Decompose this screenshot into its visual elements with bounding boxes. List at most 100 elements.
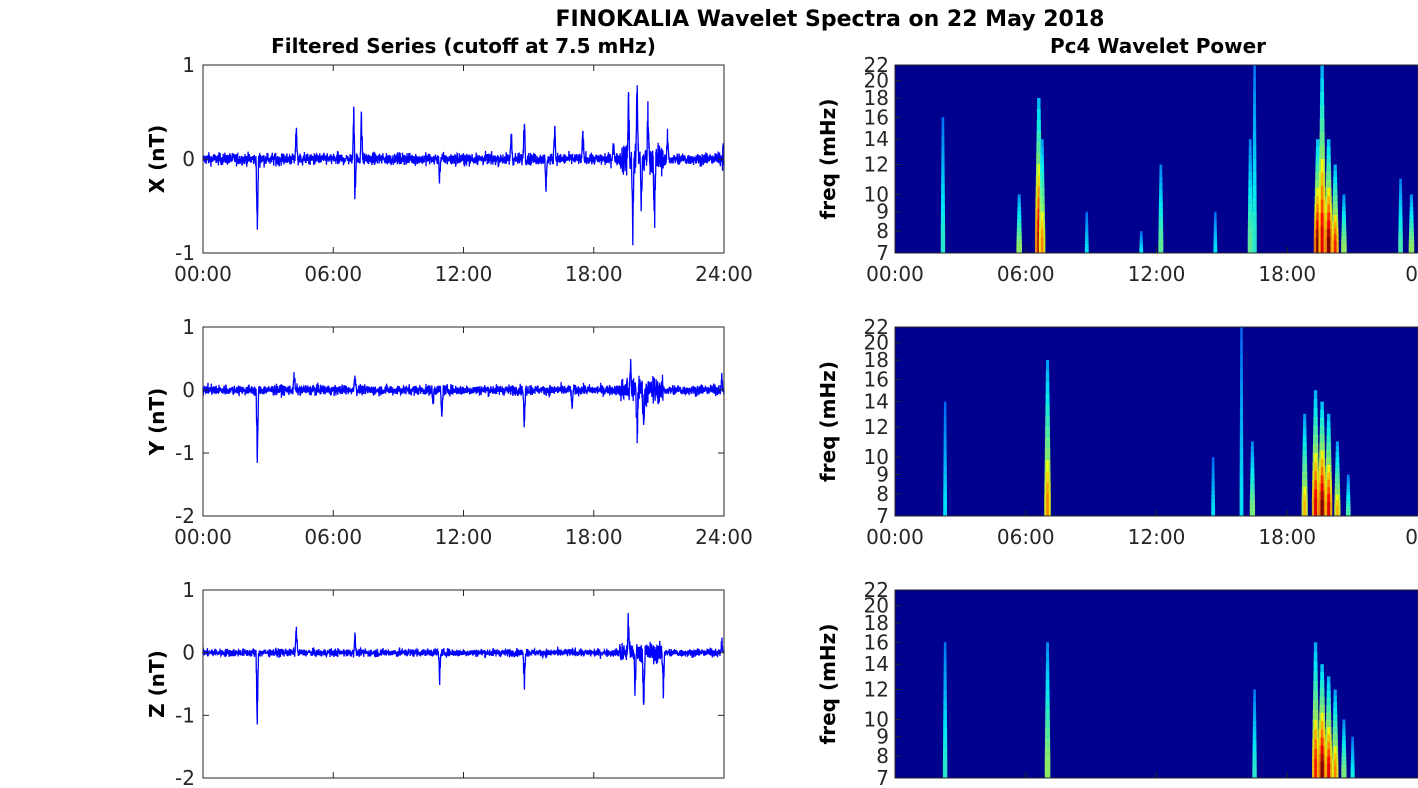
power-burst xyxy=(1335,473,1340,480)
power-burst xyxy=(1139,251,1144,254)
power-burst-core xyxy=(1316,212,1320,221)
power-burst xyxy=(1239,502,1244,517)
power-burst xyxy=(1139,238,1143,241)
power-burst xyxy=(1332,189,1338,197)
power-burst xyxy=(1044,748,1051,760)
power-burst xyxy=(1345,510,1351,514)
power-burst xyxy=(1313,690,1319,701)
power-burst xyxy=(1139,242,1143,245)
power-burst xyxy=(1398,237,1403,243)
y-tick-label: 12 xyxy=(864,678,889,702)
power-burst xyxy=(1313,681,1318,692)
power-burst xyxy=(1252,239,1257,254)
power-burst-core xyxy=(1327,244,1331,254)
axes-frame xyxy=(202,326,725,517)
power-burst-core xyxy=(1320,769,1324,779)
y-tick-label: -1 xyxy=(175,441,195,465)
power-burst-core xyxy=(1320,499,1324,509)
power-burst xyxy=(1313,408,1318,418)
spectrogram-background xyxy=(895,590,1418,778)
power-burst xyxy=(1211,465,1215,471)
x-tick-label: 00:00 xyxy=(866,262,924,286)
power-burst xyxy=(1249,510,1256,517)
power-burst-core xyxy=(1316,196,1319,205)
power-burst xyxy=(1250,441,1254,448)
power-burst xyxy=(1039,179,1045,189)
power-burst xyxy=(1350,760,1355,764)
power-burst xyxy=(1302,443,1307,451)
x-tick-label: 06:00 xyxy=(997,525,1055,549)
power-burst-core xyxy=(1316,236,1320,246)
power-burst xyxy=(1214,214,1217,219)
series-trace xyxy=(202,359,725,463)
power-burst xyxy=(1044,739,1051,750)
power-burst xyxy=(1313,642,1318,653)
power-burst xyxy=(1334,478,1340,485)
power-burst xyxy=(943,466,947,476)
power-burst xyxy=(1301,479,1308,488)
power-burst xyxy=(1313,426,1318,436)
x-tick-label: 00:00 xyxy=(174,262,232,286)
power-burst-core xyxy=(1037,186,1041,199)
power-burst xyxy=(1045,371,1050,383)
panels-group: -1 0 1 00:00 06:00 12:00 18:00 24:00 X (nT) Filte… xyxy=(145,34,1418,788)
power-burst xyxy=(1211,461,1215,467)
power-burst xyxy=(1039,171,1045,181)
power-burst xyxy=(1250,462,1255,469)
power-burst xyxy=(1316,139,1320,148)
power-burst xyxy=(1319,680,1325,690)
power-burst xyxy=(1044,758,1051,769)
power-burst xyxy=(1247,228,1253,238)
power-burst xyxy=(1239,475,1244,490)
power-burst xyxy=(1302,450,1307,459)
power-burst xyxy=(1213,229,1217,233)
power-burst xyxy=(1398,226,1403,233)
power-burst-core xyxy=(1314,768,1317,779)
power-burst-core xyxy=(1320,729,1324,738)
power-burst-core xyxy=(1320,212,1324,227)
power-burst xyxy=(1213,247,1218,251)
power-burst-core xyxy=(1303,486,1306,495)
power-burst xyxy=(1247,212,1253,221)
power-burst xyxy=(942,748,948,760)
power-burst xyxy=(1350,769,1355,773)
power-burst xyxy=(1250,489,1255,496)
x-tick-label: 00:00 xyxy=(866,525,924,549)
power-burst xyxy=(1248,147,1252,156)
power-burst xyxy=(1213,244,1218,248)
power-burst xyxy=(1248,163,1252,173)
x-tick-label: 18:00 xyxy=(1258,525,1316,549)
power-burst-core xyxy=(1303,508,1306,517)
power-burst xyxy=(1333,714,1338,722)
power-burst xyxy=(1302,457,1308,466)
power-burst xyxy=(1045,393,1050,406)
y-tick-label: -1 xyxy=(175,703,195,727)
power-burst xyxy=(1211,478,1215,483)
power-burst xyxy=(1211,482,1215,488)
power-burst xyxy=(1044,768,1051,779)
power-burst xyxy=(1084,241,1089,245)
power-burst xyxy=(1239,421,1244,436)
line-panel-2: -2 -1 0 1 00:00 06:00 12:00 18:00 24:00 Y (nT) xyxy=(145,315,753,549)
power-burst xyxy=(1253,105,1257,120)
power-burst xyxy=(1159,177,1163,184)
power-burst-core xyxy=(1320,753,1324,763)
power-burst xyxy=(1302,428,1307,437)
power-burst xyxy=(1016,236,1022,241)
power-burst xyxy=(1139,235,1143,238)
power-burst xyxy=(1342,194,1346,200)
power-burst xyxy=(1341,240,1347,246)
power-burst xyxy=(1342,198,1346,204)
power-burst xyxy=(1341,248,1347,254)
x-tick-label: 12:00 xyxy=(435,525,493,549)
power-burst xyxy=(1213,220,1217,225)
power-burst xyxy=(1036,142,1042,154)
power-burst xyxy=(1320,91,1325,106)
power-burst xyxy=(1213,217,1217,222)
power-burst xyxy=(1326,171,1332,181)
power-burst xyxy=(941,146,945,157)
y-tick-label: 1 xyxy=(182,315,195,339)
power-burst-core xyxy=(1046,493,1049,506)
power-burst xyxy=(1252,159,1257,173)
